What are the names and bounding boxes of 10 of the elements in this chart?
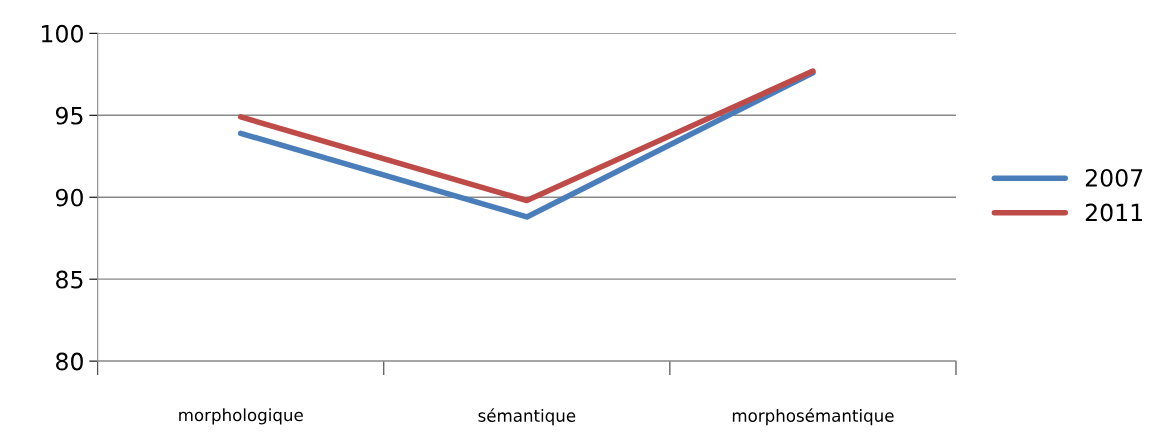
- x-tick-label: morphologique: [179, 408, 303, 425]
- y-tick-label: 85: [56, 270, 83, 289]
- y-tick-label: 80: [56, 352, 83, 371]
- y-tick-label: 90: [55, 188, 83, 207]
- y-tick-label: 100: [42, 24, 83, 43]
- legend-label: 2007: [1085, 168, 1143, 187]
- x-tick-label: morphosémantique: [732, 408, 894, 426]
- legend-label: 2011: [1085, 203, 1143, 222]
- y-tick-label: 95: [55, 106, 83, 125]
- x-tick-label: sémantique: [478, 408, 576, 426]
